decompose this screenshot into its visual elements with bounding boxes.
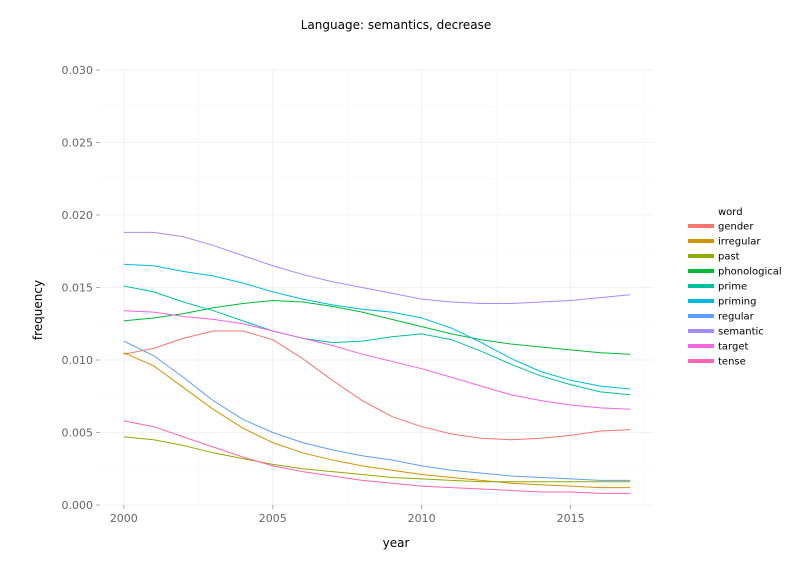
x-tick-label: 2015 — [557, 512, 585, 525]
legend-label-past: past — [718, 252, 740, 263]
legend-label-tense: tense — [718, 357, 746, 368]
series-line-priming — [123, 263, 631, 390]
y-tick-label: 0.005 — [62, 427, 94, 440]
legend-swatch-target — [688, 344, 714, 348]
legend-swatch-regular — [688, 314, 714, 318]
y-tick-label: 0.020 — [62, 209, 94, 222]
legend-swatch-semantic — [688, 329, 714, 333]
legend-label-gender: gender — [718, 222, 754, 233]
x-tick-label: 2010 — [408, 512, 436, 525]
legend-swatch-tense — [688, 359, 714, 363]
legend-swatch-irregular — [688, 239, 714, 243]
x-axis-title: year — [383, 536, 410, 550]
y-tick-label: 0.010 — [62, 354, 94, 367]
y-axis-title: frequency — [31, 280, 45, 340]
chart-title: Language: semantics, decrease — [301, 18, 492, 32]
legend-label-target: target — [718, 342, 748, 353]
legend-label-regular: regular — [718, 312, 755, 323]
legend-label-semantic: semantic — [718, 327, 764, 338]
y-tick-label: 0.015 — [62, 282, 94, 295]
series-line-gender — [123, 330, 631, 441]
legend-label-irregular: irregular — [718, 237, 761, 248]
series-line-semantic — [123, 231, 631, 304]
legend-label-phonological: phonological — [718, 267, 782, 278]
series-line-irregular — [123, 352, 631, 489]
y-tick-label: 0.025 — [62, 137, 94, 150]
series-line-past — [123, 436, 631, 483]
legend-swatch-gender — [688, 224, 714, 228]
legend-swatch-priming — [688, 299, 714, 303]
legend-swatch-prime — [688, 284, 714, 288]
x-tick-label: 2005 — [259, 512, 287, 525]
series-line-phonological — [123, 300, 631, 355]
series-line-prime — [123, 285, 631, 396]
legend-title: word — [718, 207, 743, 218]
y-tick-label: 0.000 — [62, 499, 94, 512]
legend-label-prime: prime — [718, 282, 747, 293]
series-lines — [123, 231, 631, 494]
series-line-regular — [123, 340, 631, 481]
series-line-target — [123, 310, 631, 410]
series-line-tense — [123, 420, 631, 494]
x-tick-label: 2000 — [110, 512, 138, 525]
legend: word gender irregular past phonological prim… — [688, 207, 782, 368]
axes: 2000 2005 2010 2015 0.000 0.005 0.010 0.015 0.02… — [62, 64, 585, 525]
y-tick-label: 0.030 — [62, 64, 94, 77]
legend-swatch-phonological — [688, 269, 714, 273]
legend-swatch-past — [688, 254, 714, 258]
grid — [100, 69, 654, 506]
legend-label-priming: priming — [718, 297, 756, 308]
